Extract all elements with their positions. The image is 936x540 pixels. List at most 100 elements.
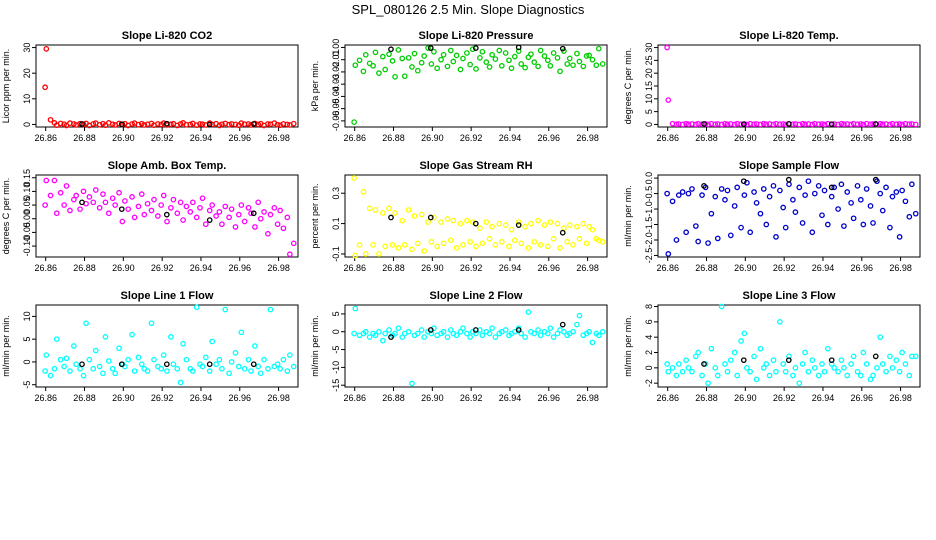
data-point bbox=[53, 336, 60, 343]
data-point bbox=[544, 243, 551, 250]
data-point bbox=[164, 218, 170, 225]
data-point bbox=[386, 327, 392, 333]
data-point bbox=[844, 372, 851, 379]
data-point bbox=[457, 328, 464, 335]
reference-point bbox=[701, 121, 707, 127]
reference-point bbox=[740, 178, 747, 185]
data-point bbox=[479, 332, 486, 339]
data-point bbox=[193, 214, 200, 221]
data-point bbox=[438, 219, 444, 225]
data-point bbox=[492, 242, 499, 248]
x-tick-label: 26.98 bbox=[576, 133, 599, 143]
data-point bbox=[352, 305, 359, 312]
reference-point bbox=[118, 361, 125, 368]
x-tick-label: 26.98 bbox=[267, 263, 290, 273]
y-axis-label: percent per min. bbox=[310, 183, 320, 248]
data-point bbox=[712, 364, 719, 371]
y-tick-label: 5 bbox=[644, 109, 654, 114]
data-point bbox=[189, 368, 196, 374]
data-point bbox=[557, 68, 563, 75]
data-point bbox=[479, 240, 486, 247]
x-tick-label: 26.92 bbox=[151, 393, 174, 403]
reference-point bbox=[701, 182, 707, 189]
data-point bbox=[831, 364, 838, 371]
data-point bbox=[554, 220, 561, 227]
data-point bbox=[824, 345, 831, 352]
y-tick-label: -0.10 bbox=[22, 236, 32, 257]
data-point bbox=[498, 62, 505, 69]
reference-point bbox=[828, 357, 835, 364]
x-tick-label: 26.92 bbox=[460, 263, 483, 273]
reference-point bbox=[118, 121, 125, 128]
data-point bbox=[511, 237, 518, 244]
data-point bbox=[362, 328, 369, 335]
data-point bbox=[741, 192, 748, 198]
data-point bbox=[261, 356, 267, 363]
data-point bbox=[183, 356, 190, 363]
y-tick-label: 30 bbox=[644, 43, 654, 53]
data-point bbox=[796, 121, 803, 128]
data-point bbox=[863, 186, 870, 192]
data-point bbox=[780, 121, 787, 127]
data-point bbox=[665, 368, 672, 375]
data-point bbox=[379, 53, 386, 60]
x-tick-label: 26.92 bbox=[773, 133, 796, 143]
data-point bbox=[708, 210, 715, 217]
data-point bbox=[712, 193, 719, 200]
data-point bbox=[899, 121, 905, 128]
data-point bbox=[370, 242, 376, 248]
data-point bbox=[135, 121, 142, 128]
data-point bbox=[912, 353, 919, 360]
data-point bbox=[708, 345, 715, 352]
data-point bbox=[411, 213, 418, 219]
y-tick-label: 15 bbox=[644, 81, 654, 91]
x-tick-label: 26.98 bbox=[267, 133, 290, 143]
data-point bbox=[206, 207, 213, 214]
data-point bbox=[460, 55, 466, 62]
data-point bbox=[535, 327, 541, 333]
data-point bbox=[786, 181, 792, 188]
data-point bbox=[893, 357, 900, 364]
data-point bbox=[683, 357, 689, 364]
x-tick-label: 26.86 bbox=[34, 263, 57, 273]
data-point bbox=[486, 235, 493, 242]
y-tick-label: 25 bbox=[644, 55, 654, 65]
data-point bbox=[673, 372, 680, 379]
x-tick-label: 26.88 bbox=[73, 393, 96, 403]
data-point bbox=[138, 361, 145, 368]
y-tick-label: 0.00 bbox=[331, 39, 341, 57]
data-point bbox=[102, 199, 109, 206]
data-point bbox=[232, 224, 239, 230]
data-point bbox=[492, 56, 499, 62]
data-point bbox=[83, 320, 89, 327]
data-point bbox=[857, 372, 864, 379]
data-point bbox=[685, 190, 692, 197]
y-tick-label: -0.01 bbox=[331, 49, 341, 70]
x-tick-label: 26.98 bbox=[889, 133, 912, 143]
reference-point bbox=[559, 229, 566, 236]
data-point bbox=[854, 182, 861, 189]
x-tick-label: 26.88 bbox=[382, 133, 405, 143]
data-point bbox=[57, 120, 64, 127]
data-point bbox=[366, 334, 373, 340]
data-point bbox=[386, 51, 392, 58]
data-point bbox=[151, 356, 157, 363]
data-point bbox=[467, 334, 474, 340]
y-tick-label: 6 bbox=[644, 319, 654, 324]
data-point bbox=[724, 121, 731, 128]
data-point bbox=[854, 121, 861, 128]
reference-point bbox=[472, 327, 479, 333]
data-point bbox=[511, 53, 518, 60]
y-axis-label: ml/min per min. bbox=[623, 315, 633, 377]
data-point bbox=[129, 121, 135, 127]
x-tick-label: 26.94 bbox=[812, 263, 835, 273]
x-tick-label: 26.90 bbox=[734, 263, 757, 273]
data-point bbox=[453, 245, 460, 251]
x-tick-label: 26.98 bbox=[576, 393, 599, 403]
data-point bbox=[760, 120, 767, 127]
chart-panel: Slope Li-820 CO2 26.86 26.88 26.90 26.92 26.9… bbox=[1, 30, 299, 143]
panel-title: Slope Amb. Box Temp. bbox=[108, 160, 227, 172]
data-point bbox=[392, 73, 398, 80]
data-point bbox=[53, 210, 60, 217]
y-tick-label: 10 bbox=[644, 94, 654, 104]
